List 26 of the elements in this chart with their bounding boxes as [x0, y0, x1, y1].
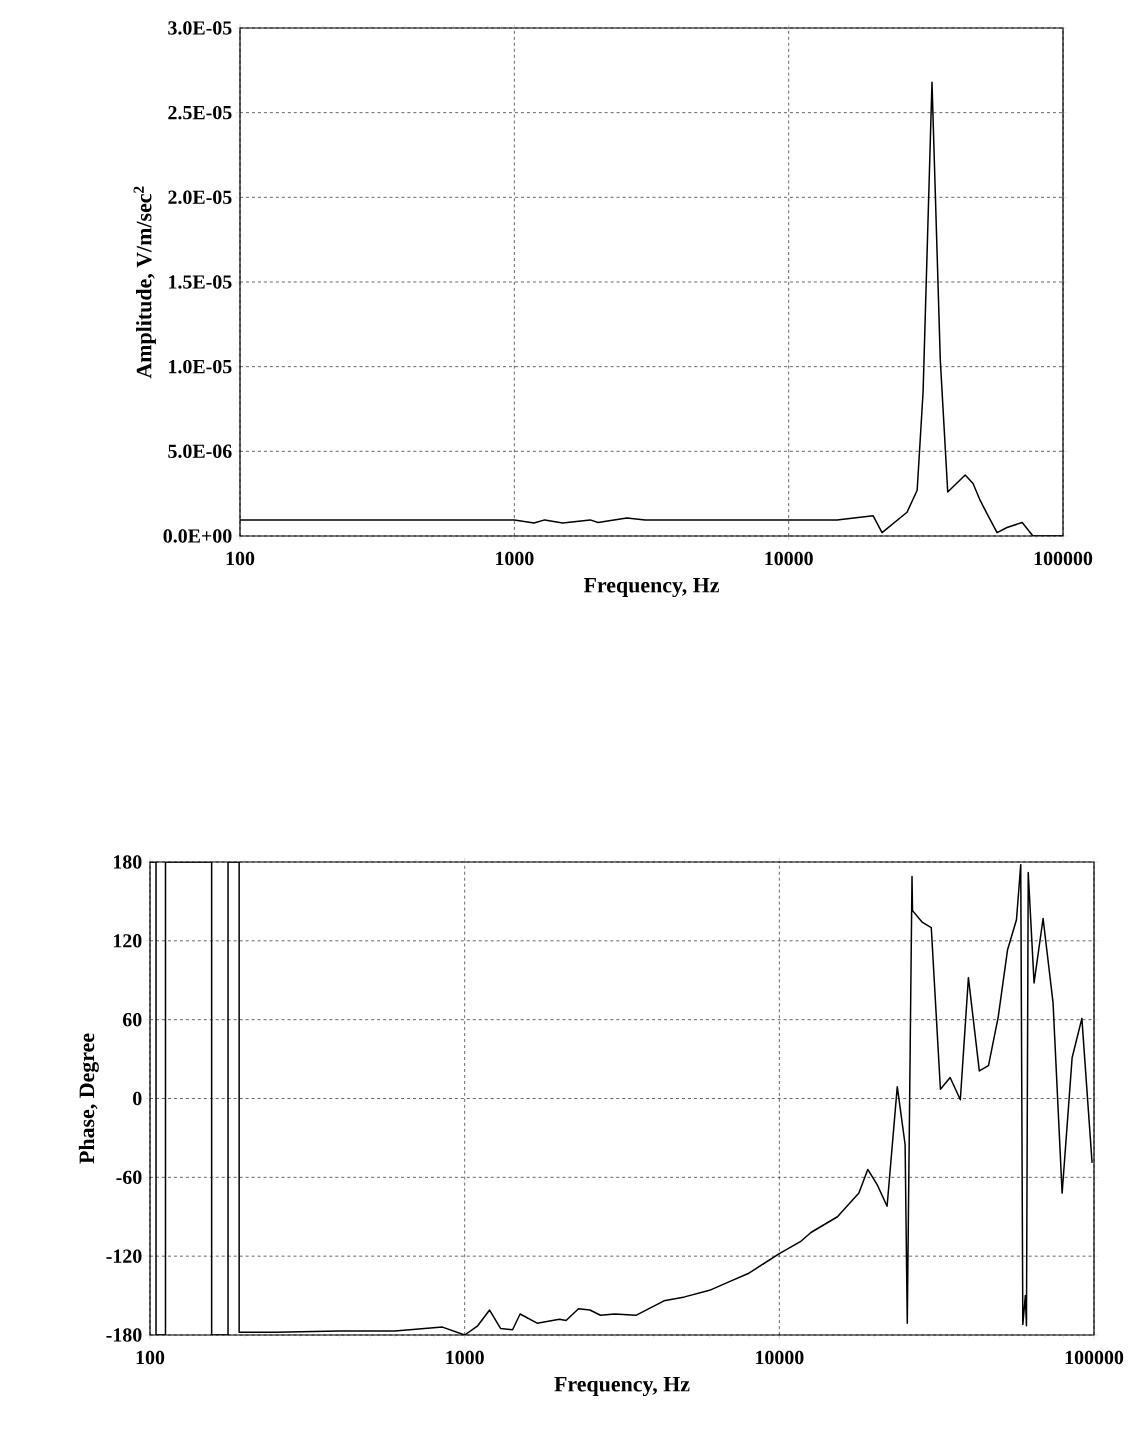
y-tick-label: 120	[113, 934, 142, 948]
y-axis-title: Phase, Degree	[78, 1033, 99, 1164]
x-tick-label: 1000	[496, 551, 534, 566]
x-tick-label: 100000	[1034, 551, 1093, 566]
y-tick-label: 2.5E-05	[168, 105, 232, 120]
y-axis-title: Amplitude, V/m/sec$^{2}$	[133, 186, 156, 379]
y-tick-label: -120	[106, 1249, 142, 1263]
y-tick-label: 0	[133, 1091, 142, 1106]
x-tick-label: 10000	[765, 551, 813, 566]
x-tick-label: 100	[226, 551, 255, 566]
y-tick-label: -60	[116, 1170, 142, 1185]
y-tick-label: -180	[106, 1328, 142, 1342]
y-tick-label: 1.0E-05	[169, 359, 232, 374]
y-tick-label: 60	[123, 1012, 142, 1027]
x-tick-label: 10000	[756, 1350, 804, 1365]
y-tick-label: 180	[113, 855, 142, 869]
x-tick-label: 100000	[1065, 1350, 1124, 1365]
x-tick-label: 100	[136, 1350, 165, 1365]
y-tick-label: 5.0E-06	[168, 444, 232, 459]
y-tick-label: 3.0E-05	[168, 21, 232, 35]
y-tick-label: 2.0E-05	[168, 190, 232, 205]
x-axis-title: Frequency, Hz	[583, 577, 720, 598]
x-axis-title: Frequency, Hz	[554, 1377, 690, 1397]
x-tick-label: 1000	[446, 1350, 484, 1365]
y-tick-label: 1.5E-05	[169, 275, 232, 289]
y-tick-label: 0.0E+00	[163, 529, 232, 543]
